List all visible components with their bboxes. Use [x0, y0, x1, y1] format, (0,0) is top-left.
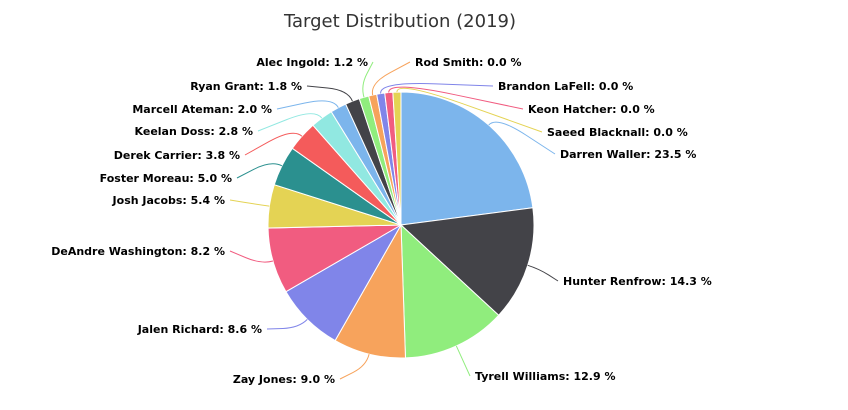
connector-zay-jones	[339, 353, 370, 380]
connector-ryan-grant	[306, 85, 353, 102]
chart-title: Target Distribution (2019)	[283, 11, 516, 32]
data-label-deandre-washington: DeAndre Washington: 8.2 %	[51, 245, 225, 258]
data-label-rod-smith: Rod Smith: 0.0 %	[415, 56, 522, 69]
connector-foster-moreau	[236, 163, 283, 179]
data-label-alec-ingold: Alec Ingold: 1.2 %	[256, 56, 368, 69]
connector-keelan-doss	[257, 113, 323, 132]
data-label-josh-jacobs: Josh Jacobs: 5.4 %	[112, 194, 225, 207]
connector-derek-carrier	[244, 132, 303, 156]
data-label-hunter-renfrow: Hunter Renfrow: 14.3 %	[563, 275, 712, 288]
data-label-keelan-doss: Keelan Doss: 2.8 %	[135, 125, 253, 138]
connector-darren-waller	[488, 121, 556, 155]
connector-alec-ingold	[362, 61, 374, 98]
data-labels: Darren Waller: 23.5 % Hunter Renfrow: 14.…	[51, 56, 712, 386]
slice-tyrell-williams[interactable]	[400, 223, 500, 359]
connector-deandre-washington	[229, 250, 274, 263]
connector-jalen-richard	[266, 319, 308, 330]
data-label-darren-waller: Darren Waller: 23.5 %	[560, 148, 696, 161]
connector-rod-smith	[371, 61, 411, 96]
connector-hunter-renfrow	[527, 264, 559, 282]
label-connectors	[229, 61, 559, 380]
connector-saeed-blacknall	[396, 87, 543, 133]
slice-darren-waller[interactable]	[400, 91, 534, 226]
slice-hunter-renfrow[interactable]	[399, 207, 535, 317]
data-label-zay-jones: Zay Jones: 9.0 %	[233, 373, 335, 386]
pie-slices	[267, 91, 535, 359]
connector-marcell-ateman	[276, 100, 339, 110]
data-label-tyrell-williams: Tyrell Williams: 12.9 %	[475, 370, 616, 383]
connector-keon-hatcher	[388, 86, 524, 110]
data-label-saeed-blacknall: Saeed Blacknall: 0.0 %	[547, 126, 688, 139]
data-label-jalen-richard: Jalen Richard: 8.6 %	[137, 323, 262, 336]
data-label-brandon-lafell: Brandon LaFell: 0.0 %	[498, 80, 633, 93]
data-label-foster-moreau: Foster Moreau: 5.0 %	[100, 172, 232, 185]
data-label-keon-hatcher: Keon Hatcher: 0.0 %	[528, 103, 655, 116]
data-label-ryan-grant: Ryan Grant: 1.8 %	[190, 80, 302, 93]
data-label-marcell-ateman: Marcell Ateman: 2.0 %	[132, 103, 272, 116]
data-label-derek-carrier: Derek Carrier: 3.8 %	[114, 149, 240, 162]
connector-josh-jacobs	[229, 199, 270, 207]
connector-tyrell-williams	[455, 345, 471, 377]
connector-brandon-lafell	[380, 83, 494, 94]
